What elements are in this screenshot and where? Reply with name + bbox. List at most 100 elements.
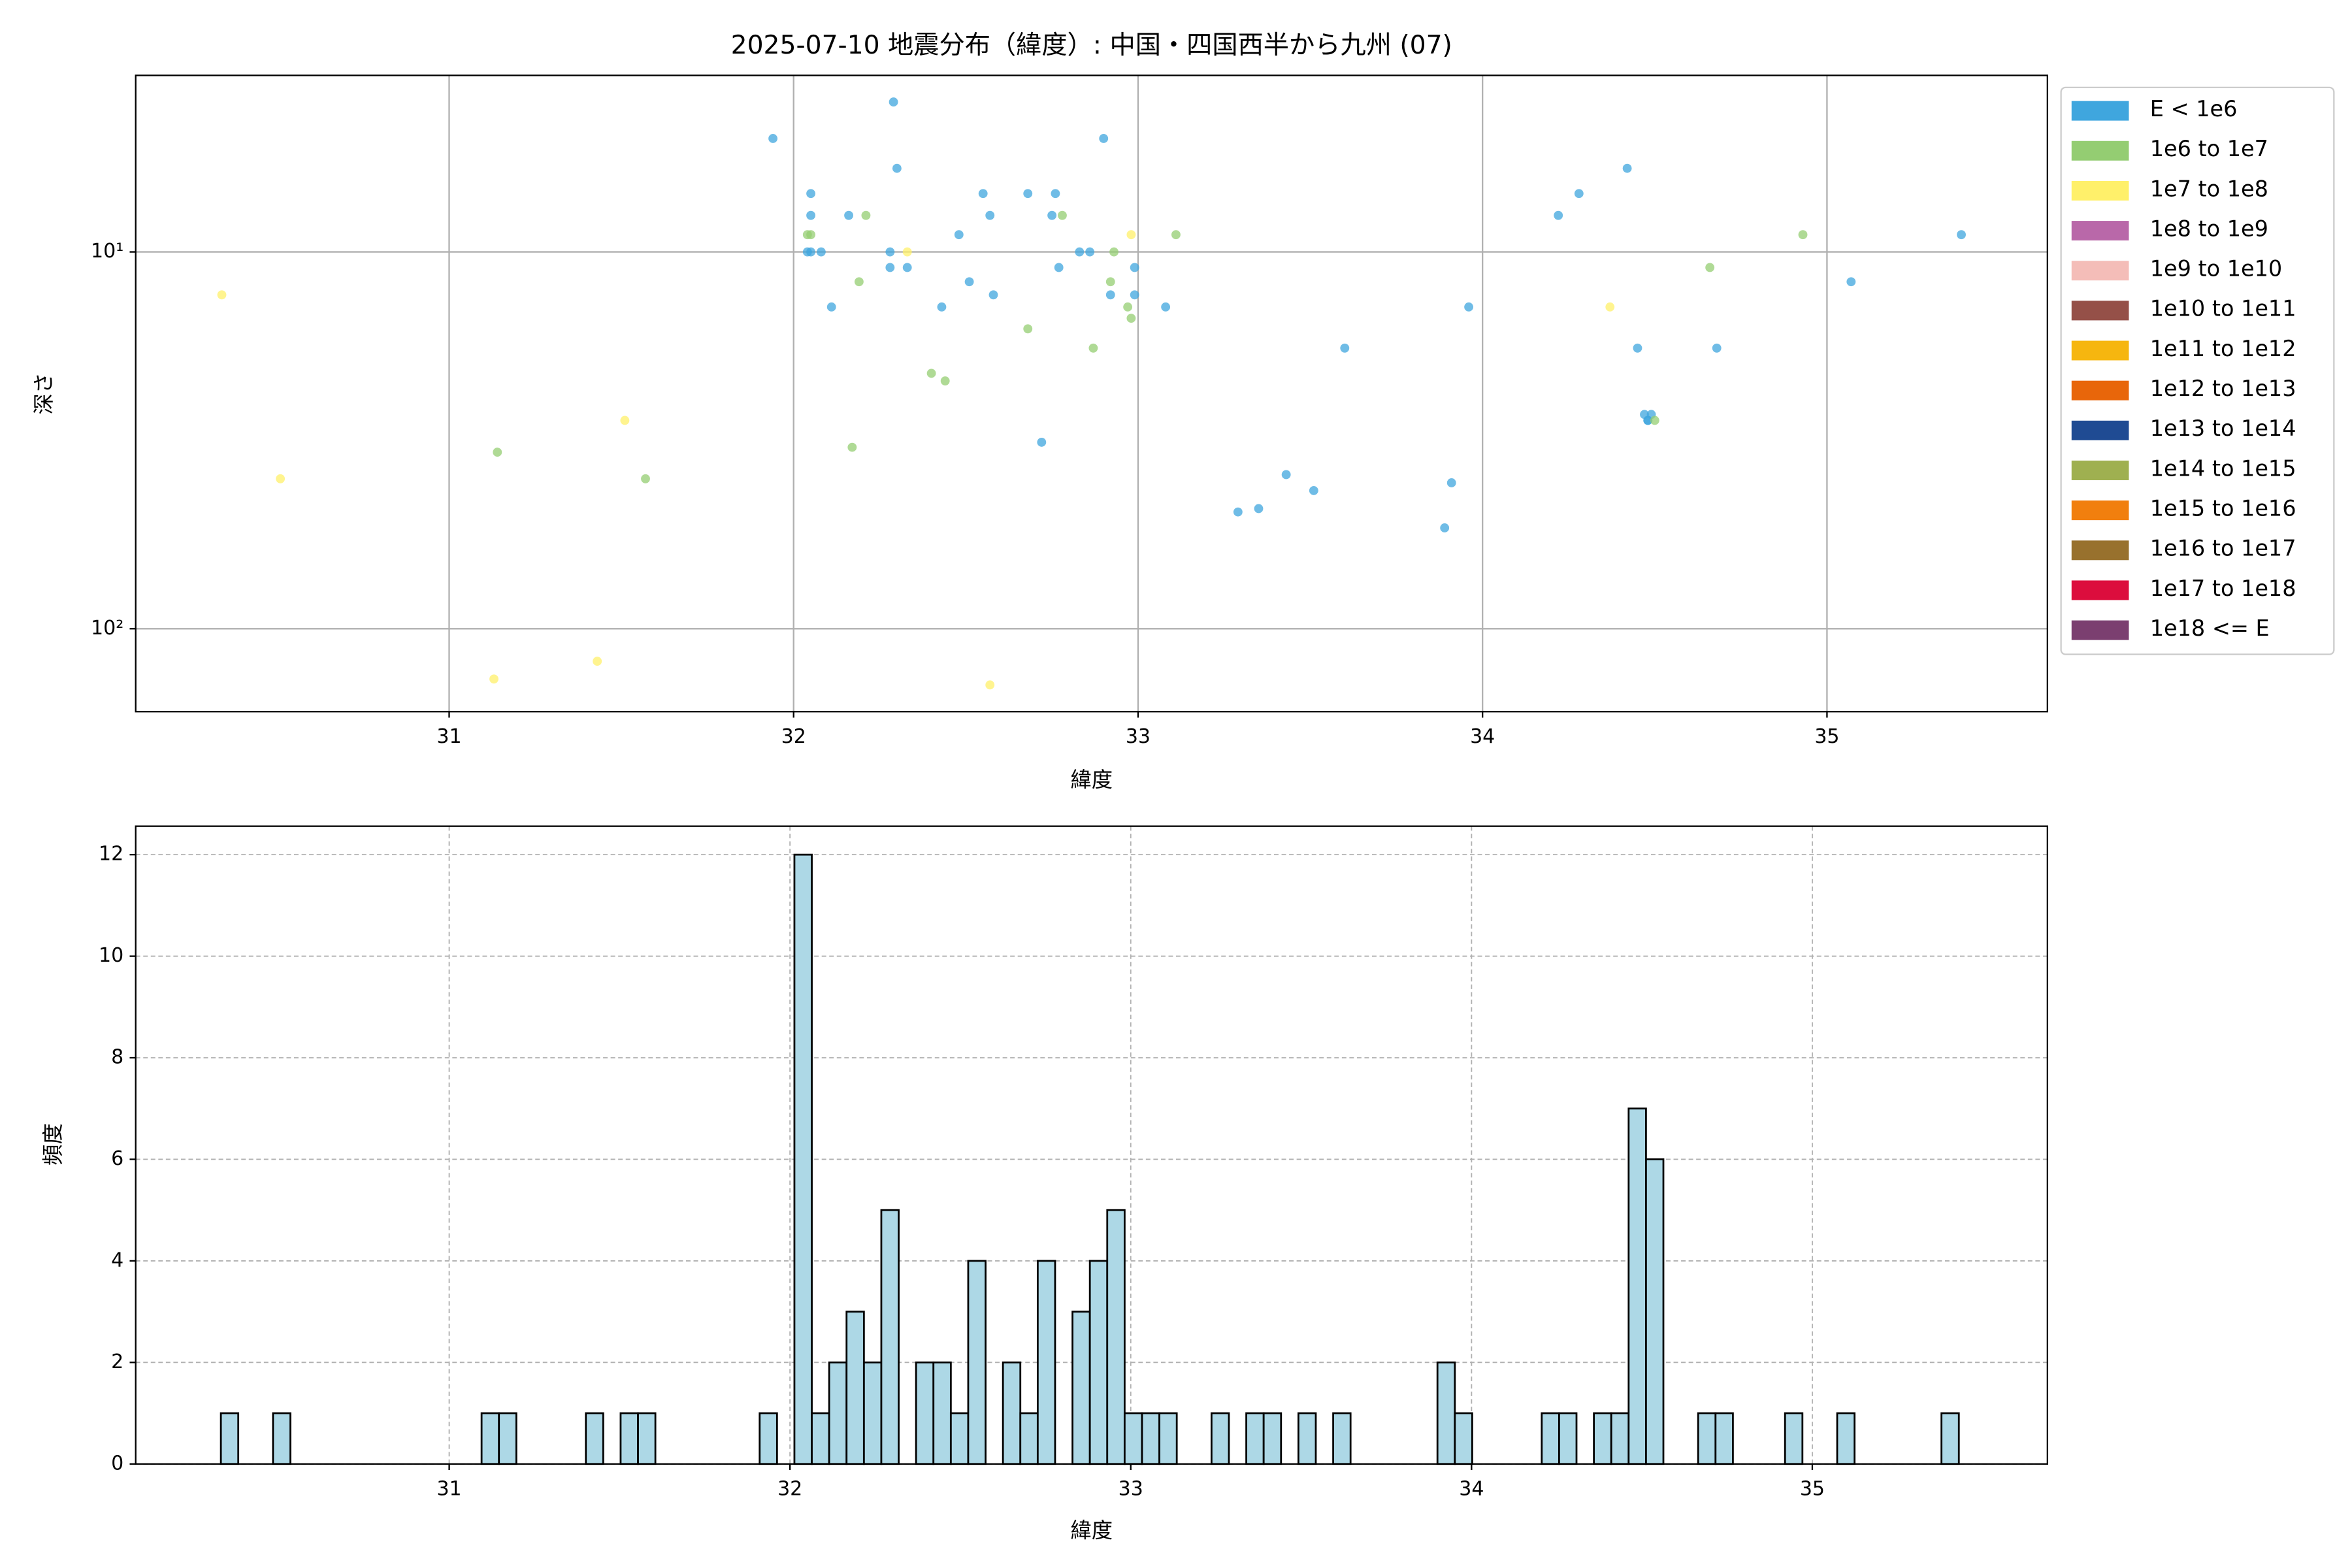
y-tick-label: 12 <box>99 843 123 866</box>
legend-label: 1e17 to 1e18 <box>2150 576 2296 601</box>
legend-swatch <box>2071 101 2129 121</box>
legend-swatch <box>2071 540 2129 561</box>
y-tick-label: 10 <box>99 944 123 967</box>
histogram-bar <box>1071 1311 1091 1465</box>
scatter-point <box>885 247 895 257</box>
scatter-point <box>1340 343 1350 353</box>
histogram-bar <box>1610 1412 1630 1465</box>
legend-swatch <box>2071 180 2129 201</box>
scatter-point <box>1054 263 1064 272</box>
scatter-point <box>1109 247 1119 257</box>
scatter-point <box>1105 277 1115 287</box>
histogram-bar <box>272 1412 291 1465</box>
scatter-point <box>1105 290 1115 300</box>
legend-swatch <box>2071 380 2129 400</box>
legend-label: 1e7 to 1e8 <box>2150 176 2268 201</box>
histogram-bar <box>811 1412 830 1465</box>
y-tick-label: 8 <box>111 1046 123 1069</box>
scatter-point <box>1254 504 1264 514</box>
scatter-point <box>1798 230 1808 240</box>
scatter-point <box>892 163 902 173</box>
scatter-point <box>885 263 895 272</box>
legend-label: 1e14 to 1e15 <box>2150 455 2296 481</box>
y-axis-label: 頻度 <box>41 1123 65 1166</box>
histogram-bar <box>1697 1412 1717 1465</box>
scatter-point <box>937 302 947 312</box>
histogram-bar <box>1141 1412 1160 1465</box>
scatter-point <box>1605 302 1615 312</box>
y-tick-label: 6 <box>111 1147 123 1170</box>
y-axis-label: 深さ <box>31 372 56 415</box>
scatter-point <box>1846 277 1856 287</box>
histogram-bar <box>1454 1412 1473 1465</box>
histogram-bar <box>1297 1412 1317 1465</box>
scatter-point <box>620 416 630 425</box>
histogram-bar <box>585 1412 604 1465</box>
histogram-bar <box>1714 1412 1734 1465</box>
histogram-bar <box>498 1412 517 1465</box>
histogram-bar <box>1158 1412 1178 1465</box>
y-tick-label: 0 <box>111 1452 123 1475</box>
scatter-point <box>1099 134 1109 143</box>
scatter-point <box>926 368 936 378</box>
scatter-point <box>802 230 812 240</box>
scatter-point <box>1023 189 1033 199</box>
histogram-bar <box>619 1412 639 1465</box>
histogram-bar <box>1940 1412 1960 1465</box>
scatter-point <box>985 680 995 690</box>
scatter-point <box>1957 230 1966 240</box>
histogram-bar <box>862 1361 883 1465</box>
scatter-point <box>1643 416 1653 425</box>
histogram-bar <box>1645 1158 1665 1465</box>
x-tick-label: 34 <box>1459 1478 1484 1501</box>
scatter-point <box>1633 343 1642 353</box>
histogram-bar <box>1123 1412 1143 1465</box>
scatter-point <box>806 210 815 220</box>
histogram-bar <box>1262 1412 1282 1465</box>
x-tick-label: 34 <box>1470 725 1495 748</box>
x-tick-label: 35 <box>1814 725 1839 748</box>
legend-label: 1e9 to 1e10 <box>2150 256 2282 282</box>
histogram-bar <box>1332 1412 1352 1465</box>
chart-title: 2025-07-10 地震分布（緯度）: 中国・四国西半から九州 (07) <box>731 31 1452 60</box>
scatter-point <box>1622 163 1632 173</box>
legend-label: 1e11 to 1e12 <box>2150 336 2296 361</box>
histogram-bar <box>949 1412 970 1465</box>
scatter-point <box>1233 507 1243 517</box>
scatter-point <box>806 189 815 199</box>
histogram-bar <box>1541 1412 1560 1465</box>
scatter-point <box>1712 343 1722 353</box>
histogram-bar <box>759 1412 778 1465</box>
scatter-point <box>985 210 995 220</box>
scatter-point <box>1161 302 1171 312</box>
legend-label: 1e13 to 1e14 <box>2150 416 2296 441</box>
scatter-point <box>1126 230 1136 240</box>
scatter-point <box>902 263 912 272</box>
legend-label: 1e18 <= E <box>2150 615 2270 641</box>
histogram-bar <box>1784 1412 1804 1465</box>
scatter-point <box>978 189 988 199</box>
x-axis-label: 緯度 <box>1070 1518 1113 1543</box>
legend-label: E < 1e6 <box>2150 96 2238 122</box>
scatter-point <box>861 210 871 220</box>
scatter-point <box>1085 247 1095 257</box>
scatter-point <box>1023 324 1033 334</box>
legend-swatch <box>2071 340 2129 361</box>
scatter-point <box>1047 210 1057 220</box>
histogram-bar <box>1019 1412 1039 1465</box>
scatter-point <box>816 247 826 257</box>
scatter-point <box>593 657 602 666</box>
y-tick-label: 2 <box>111 1350 123 1373</box>
y-tick-label: 10¹ <box>91 240 123 263</box>
x-tick-label: 35 <box>1800 1478 1825 1501</box>
scatter-point <box>1464 302 1474 312</box>
histogram-bar <box>637 1412 657 1465</box>
scatter-point <box>940 376 950 385</box>
scatter-point <box>847 442 857 452</box>
scatter-point <box>1088 343 1098 353</box>
scatter-point <box>826 302 836 312</box>
scatter-point <box>964 277 974 287</box>
scatter-point <box>889 97 898 107</box>
